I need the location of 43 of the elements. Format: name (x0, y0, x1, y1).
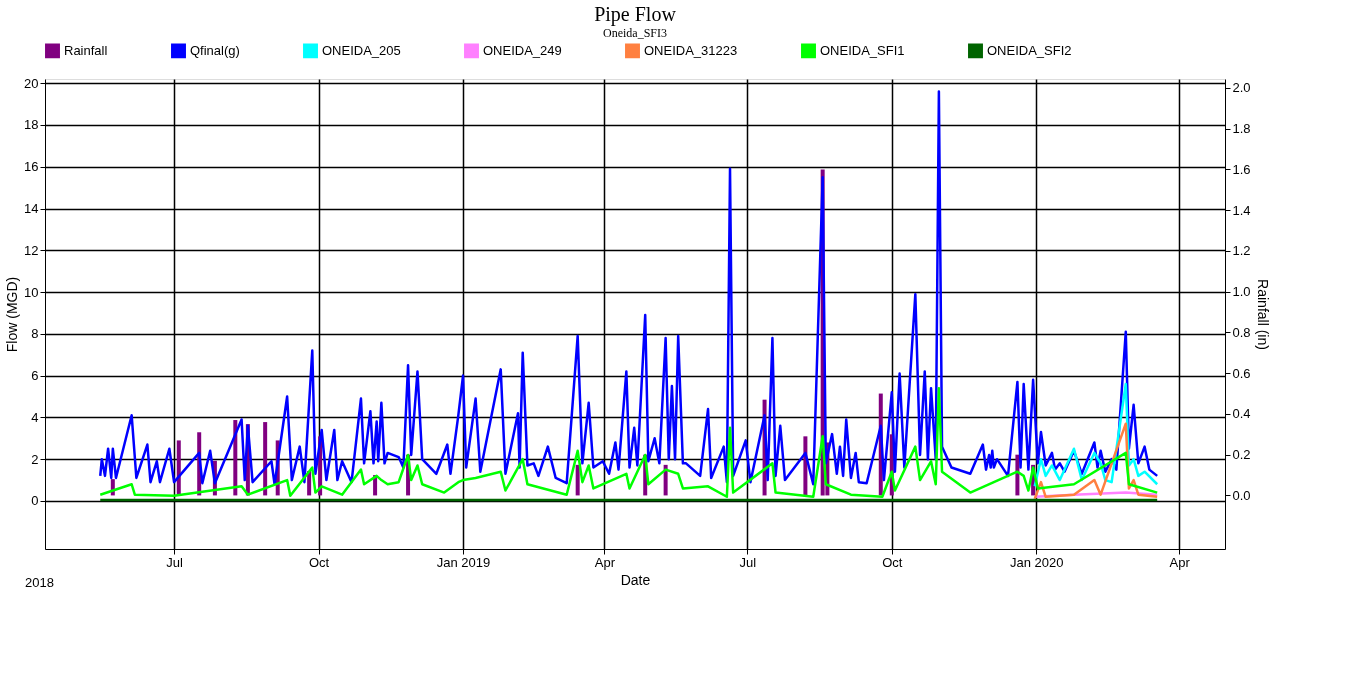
y2-tick-label: 2.0 (1232, 80, 1251, 96)
y-tick-label: 0 (31, 493, 39, 509)
x-tick-label: Apr (1169, 554, 1191, 570)
y-tick-label: 20 (24, 75, 39, 91)
y2-tick-label: 1.6 (1232, 161, 1251, 177)
chart-subtitle: Oneida_SFI3 (603, 26, 667, 40)
x-tick-label: Oct (882, 554, 903, 570)
legend-label: ONEIDA_205 (322, 42, 401, 58)
y2-tick-label: 1.2 (1232, 243, 1251, 259)
x-tick-label: Oct (308, 554, 330, 570)
y-tick-label: 6 (31, 368, 39, 384)
text: 2018 (25, 575, 54, 590)
x-tick-label: Jul (166, 554, 183, 570)
y2-tick-label: 0.8 (1232, 324, 1251, 340)
y2-tick-label: 0.2 (1232, 447, 1251, 463)
y-axis-title: Flow (MGD) (4, 276, 21, 353)
y-tick-label: 16 (24, 159, 39, 175)
x-tick-label: Apr (594, 554, 616, 570)
y2-tick-label: 1.4 (1232, 202, 1251, 218)
x-tick-label: Jan 2019 (436, 554, 491, 570)
legend-label: ONEIDA_SFI1 (820, 42, 905, 58)
x-axis-title: Date (620, 571, 651, 588)
y-tick-label: 8 (31, 326, 39, 342)
y-tick-label: 10 (24, 284, 39, 300)
y2-tick-label: 1.8 (1232, 121, 1251, 137)
legend-label: Qfinal(g) (190, 42, 240, 58)
y-tick-label: 12 (24, 242, 39, 258)
x-tick-label: Jan 2020 (1010, 554, 1064, 570)
y-tick-label: 14 (24, 201, 39, 217)
legend-label: Rainfall (64, 42, 108, 58)
y2-tick-label: 0.4 (1232, 406, 1251, 422)
x-tick-label: Jul (739, 554, 757, 570)
y2-axis-title: Rainfall (in) (1254, 279, 1271, 350)
chart-title: Pipe Flow (594, 3, 677, 26)
legend-label: ONEIDA_SFI2 (987, 42, 1072, 58)
y-tick-label: 4 (31, 409, 39, 425)
legend-label: ONEIDA_31223 (644, 42, 738, 58)
y2-tick-label: 0.6 (1232, 365, 1251, 381)
y2-tick-label: 0.0 (1232, 487, 1251, 503)
y-tick-label: 2 (31, 451, 39, 467)
y2-tick-label: 1.0 (1232, 284, 1251, 300)
y-tick-label: 18 (24, 117, 39, 133)
legend-label: ONEIDA_249 (483, 42, 562, 58)
